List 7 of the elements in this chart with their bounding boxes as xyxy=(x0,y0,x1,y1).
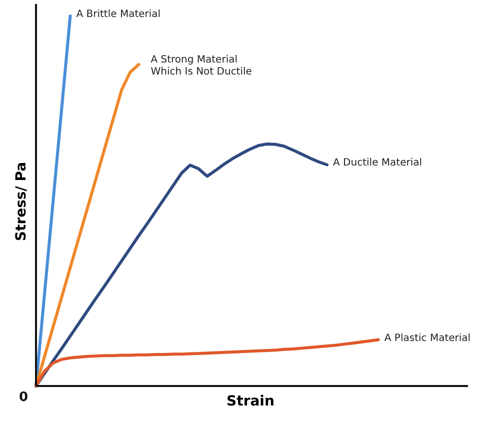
series-label: A Strong Material Which Is Not Ductile xyxy=(150,54,252,78)
y-axis-title: Stress/ Pa xyxy=(14,162,30,242)
series-label: A Ductile Material xyxy=(333,158,422,169)
text: 0 xyxy=(18,390,28,405)
series-label: A Brittle Material xyxy=(76,9,161,20)
x-axis-title: Strain xyxy=(226,394,274,410)
series-label: A Plastic Material xyxy=(384,332,471,344)
